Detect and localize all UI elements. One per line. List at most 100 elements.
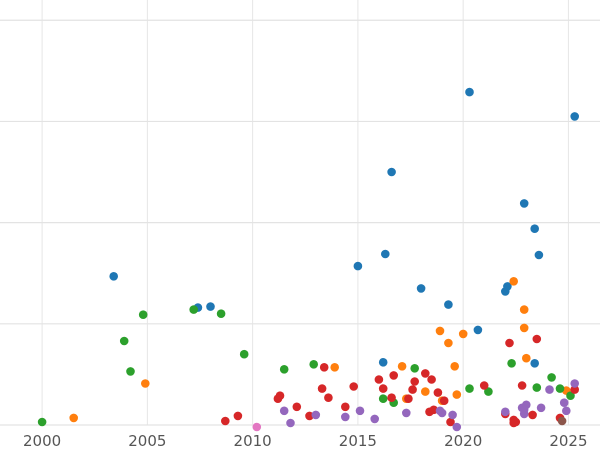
scatter-point xyxy=(522,353,531,363)
scatter-point xyxy=(216,309,226,319)
scatter-point xyxy=(141,379,150,388)
scatter-point xyxy=(138,310,148,320)
scatter-point xyxy=(473,325,483,335)
scatter-point xyxy=(562,406,571,416)
scatter-point xyxy=(450,362,460,371)
scatter-point xyxy=(570,112,579,121)
scatter-point xyxy=(429,405,439,415)
scatter-point xyxy=(221,416,230,426)
scatter-point xyxy=(511,417,521,427)
scatter-point xyxy=(465,87,474,97)
scatter-point xyxy=(402,408,411,418)
scatter-point xyxy=(446,417,455,427)
scatter-point xyxy=(387,393,396,403)
scatter-point xyxy=(534,250,544,260)
scatter-point xyxy=(522,400,531,410)
scatter-point xyxy=(126,367,135,376)
scatter-point xyxy=(119,336,129,346)
scatter-point xyxy=(311,410,321,420)
x-tick-label: 2025 xyxy=(549,432,587,450)
scatter-point xyxy=(404,394,413,404)
scatter-point xyxy=(416,284,426,293)
scatter-point xyxy=(408,385,417,394)
scatter-point xyxy=(559,398,569,408)
scatter-point xyxy=(370,414,380,424)
x-axis-ticks: 2000 2005 2010 2015 2020 2025 xyxy=(23,432,588,450)
scatter-point xyxy=(378,384,388,393)
scatter-point xyxy=(252,422,262,432)
scatter-point xyxy=(317,384,327,393)
scatter-point xyxy=(381,249,390,259)
x-tick-label: 2020 xyxy=(444,432,482,450)
scatter-point xyxy=(444,338,453,348)
scatter-point xyxy=(189,305,198,314)
scatter-point xyxy=(530,224,539,233)
scatter-point xyxy=(505,338,514,348)
scatter-point xyxy=(206,302,215,311)
scatter-point xyxy=(530,359,539,368)
scatter-point xyxy=(421,387,430,396)
scatter-point xyxy=(435,326,445,336)
scatter-point xyxy=(37,417,47,427)
scatter-point xyxy=(503,282,512,291)
scatter-point xyxy=(507,359,516,368)
scatter-point xyxy=(519,409,529,419)
scatter-point xyxy=(233,411,243,421)
scatter-point xyxy=(519,323,529,333)
scatter-point xyxy=(555,384,565,393)
scatter-point xyxy=(374,375,384,384)
scatter-point xyxy=(292,402,302,412)
scatter-point xyxy=(484,387,493,396)
scatter-point xyxy=(501,407,510,417)
scatter-point xyxy=(566,391,575,401)
scatter-point xyxy=(341,402,350,412)
scatter-point xyxy=(330,363,340,372)
scatter-point xyxy=(532,334,542,344)
scatter-point xyxy=(353,261,363,271)
scatter-point xyxy=(479,381,489,390)
scatter-point xyxy=(349,382,359,391)
scatter-point xyxy=(458,329,468,339)
scatter-point xyxy=(387,167,396,177)
scatter-point xyxy=(557,416,567,426)
scatter-point xyxy=(389,371,399,380)
scatter-point xyxy=(545,385,554,394)
x-tick-label: 2010 xyxy=(234,432,272,450)
x-tick-label: 2005 xyxy=(128,432,166,450)
scatter-point xyxy=(452,422,462,432)
x-tick-label: 2000 xyxy=(23,432,61,450)
scatter-point xyxy=(309,360,319,369)
scatter-point xyxy=(528,410,537,420)
scatter-point xyxy=(465,384,474,393)
scatter-point xyxy=(519,305,529,314)
scatter-point xyxy=(378,358,388,367)
scatter-point xyxy=(433,388,443,397)
scatter-point xyxy=(410,377,420,386)
scatter-point xyxy=(279,406,289,416)
scatter-point xyxy=(452,390,462,399)
scatter-point xyxy=(286,418,295,428)
scatter-point xyxy=(448,410,457,420)
scatter-point xyxy=(410,364,420,373)
scatter-point xyxy=(355,406,365,416)
scatter-point xyxy=(427,375,436,384)
scatter-point xyxy=(305,411,314,421)
scatter-point xyxy=(570,379,579,388)
data-points xyxy=(37,87,579,432)
scatter-point xyxy=(279,365,289,374)
scatter-point xyxy=(517,381,527,390)
scatter-point xyxy=(509,277,518,286)
x-tick-label: 2015 xyxy=(339,432,377,450)
scatter-point xyxy=(397,362,407,371)
scatter-point xyxy=(319,363,329,372)
scatter-point xyxy=(324,393,333,403)
scatter-point xyxy=(519,199,529,208)
scatter-point xyxy=(275,391,285,401)
scatter-point xyxy=(378,394,388,404)
scatter-point xyxy=(439,396,449,406)
scatter-point xyxy=(421,369,430,378)
scatter-point xyxy=(532,383,542,392)
grid xyxy=(0,0,600,426)
scatter-point xyxy=(536,403,546,413)
